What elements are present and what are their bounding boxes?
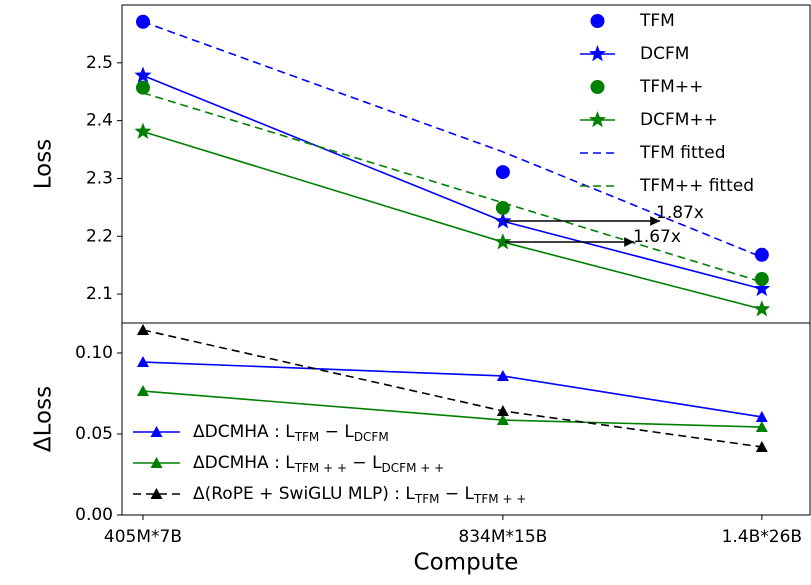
legend-marker (150, 426, 163, 437)
marker (494, 233, 512, 250)
y-tick-label: 2.3 (86, 168, 113, 188)
x-axis-label: Compute (414, 550, 519, 576)
marker (136, 356, 149, 368)
legend-label-part: TFM + + (294, 461, 347, 475)
marker (753, 279, 771, 297)
legend-label: TFM (639, 11, 675, 31)
marker (134, 66, 152, 83)
marker (135, 80, 150, 95)
marker (754, 272, 769, 287)
marker (495, 200, 510, 215)
marker (755, 421, 768, 433)
legend-label-part: Δ(RoPE + SwiGLU MLP) : L (193, 484, 415, 504)
y-tick-label: 0.10 (75, 343, 113, 363)
plot-frame (121, 322, 811, 516)
x-tick-label: 405M*7B (104, 527, 182, 547)
series-line (142, 361, 762, 418)
legend-marker (588, 111, 607, 128)
legend-label-part: ΔDCMHA : L (193, 422, 295, 442)
marker (755, 440, 768, 452)
legend-label-part: DCFM (354, 430, 389, 444)
legend-marker (588, 45, 607, 62)
y-tick-label: 2.2 (86, 226, 113, 246)
legend-label-part: ΔDCMHA : L (193, 453, 295, 473)
legend-label-part: − L (439, 484, 474, 504)
legend-label-part: DCFM + + (382, 461, 445, 475)
marker (754, 247, 769, 262)
marker (136, 385, 149, 397)
y-tick-label: 0.00 (75, 505, 113, 525)
legend-label-part: − L (319, 422, 354, 442)
x-tick-label: 1.4B*26B (722, 527, 803, 547)
legend-label-part: TFM (414, 492, 440, 506)
legend-marker (590, 14, 605, 28)
legend-label: ΔDCMHA : LTFM − LDCFM (193, 422, 389, 444)
x-tick-label: 834M*15B (458, 527, 547, 547)
series-line (142, 21, 763, 258)
legend-label: Δ(RoPE + SwiGLU MLP) : LTFM − LTFM + + (193, 484, 526, 506)
legend-marker (590, 80, 605, 94)
y-tick-label: 2.5 (86, 53, 113, 73)
marker (496, 369, 509, 381)
marker (494, 212, 512, 229)
marker (755, 410, 768, 422)
legend-label: DCFM++ (640, 110, 718, 130)
legend-label: TFM++ (639, 77, 703, 97)
marker (136, 323, 149, 335)
y-tick-label: 2.1 (86, 284, 113, 304)
legend-marker (150, 457, 163, 468)
marker (753, 300, 771, 317)
legend-label: TFM fitted (639, 143, 726, 163)
y-axis-label: Loss (31, 139, 57, 189)
legend-label-part: TFM (294, 430, 320, 444)
legend-label-part: TFM + + (473, 492, 526, 506)
marker (496, 404, 509, 416)
legend-marker (150, 488, 163, 499)
marker (134, 122, 152, 139)
marker (496, 414, 509, 426)
y-tick-label: 2.4 (86, 111, 113, 131)
legend-label: ΔDCMHA : LTFM + + − LDCFM + + (193, 453, 444, 475)
y-tick-label: 0.05 (75, 424, 113, 444)
legend-label: DCFM (640, 44, 689, 64)
annotation: 1.87x (656, 203, 704, 223)
marker (495, 165, 510, 180)
y-axis-label: ΔLoss (31, 386, 57, 452)
annotation: 1.67x (633, 227, 681, 247)
legend-label: TFM++ fitted (639, 176, 754, 196)
legend-label-part: − L (347, 453, 382, 473)
